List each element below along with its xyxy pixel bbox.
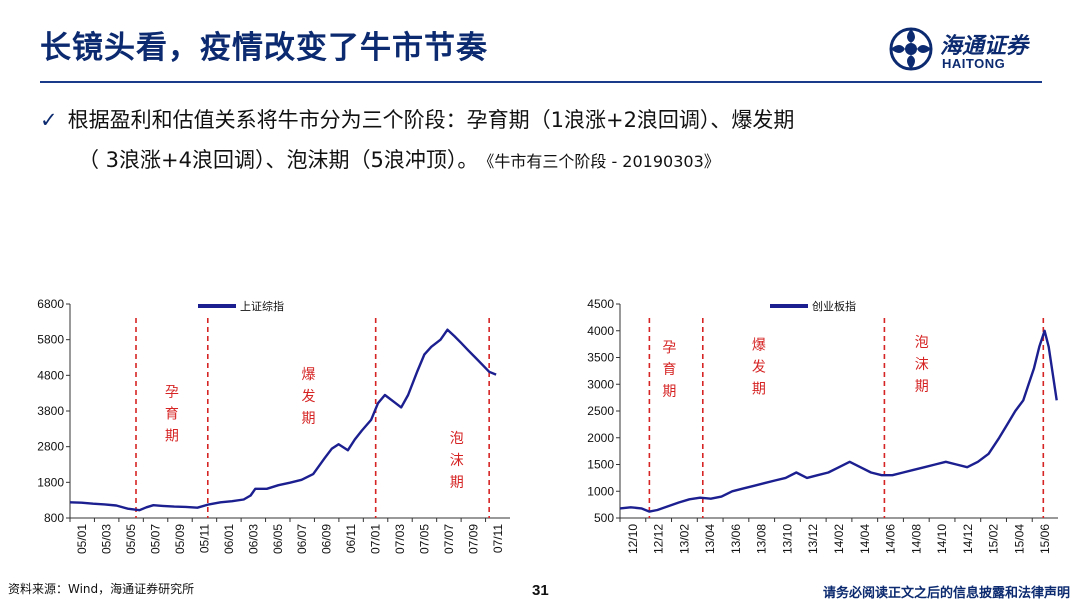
x-tick-label: 06/01 (222, 524, 236, 554)
phase-label: 育 (662, 362, 676, 378)
y-tick-label: 1800 (37, 475, 64, 489)
phase-label: 泡 (915, 335, 929, 351)
x-tick-label: 14/10 (935, 524, 949, 554)
y-tick-label: 2000 (587, 431, 614, 445)
haitong-emblem-icon (889, 27, 933, 71)
x-tick-label: 13/08 (755, 524, 769, 554)
y-tick-label: 3500 (587, 351, 614, 365)
x-tick-label: 06/09 (320, 524, 334, 554)
x-tick-label: 06/03 (246, 524, 260, 554)
x-tick-label: 06/07 (295, 524, 309, 554)
x-tick-label: 15/06 (1038, 524, 1052, 554)
y-tick-label: 800 (44, 511, 64, 525)
phase-label: 期 (662, 384, 676, 400)
page-title: 长镜头看，疫情改变了牛市节奏 (40, 30, 488, 66)
x-tick-label: 13/02 (677, 524, 691, 554)
phase-label: 孕 (165, 385, 179, 401)
legend-label: 创业板指 (812, 299, 856, 313)
x-tick-label: 12/10 (626, 524, 640, 554)
x-tick-label: 12/12 (652, 524, 666, 554)
series-line (619, 329, 1058, 513)
x-tick-label: 14/06 (884, 524, 898, 554)
y-tick-label: 1500 (587, 458, 614, 472)
x-tick-label: 14/02 (832, 524, 846, 554)
y-tick-label: 5800 (37, 333, 64, 347)
x-tick-label: 07/05 (417, 524, 431, 554)
logo-chinese-name: 海通证券 (940, 33, 1029, 59)
page-number: 31 (532, 582, 549, 599)
phase-label: 孕 (662, 340, 676, 356)
chart-shanghai-composite: 6800 5800 4800 3800 2800 1800 800 05/01 05/03 05/… (37, 297, 510, 554)
x-tick-label: 05/07 (149, 524, 163, 554)
bullet-citation: 《牛市有三个阶段 - 20190303》 (486, 152, 720, 171)
x-tick-label: 05/03 (100, 524, 114, 554)
x-tick-label: 14/12 (961, 524, 975, 554)
phase-label: 期 (165, 429, 179, 445)
y-tick-label: 2800 (37, 440, 64, 454)
x-tick-label: 05/09 (173, 524, 187, 554)
y-tick-label: 500 (594, 511, 614, 525)
phase-label: 发 (302, 389, 316, 405)
phase-label: 爆 (752, 337, 766, 353)
y-tick-label: 4500 (587, 297, 614, 311)
x-tick-label: 07/07 (442, 524, 456, 554)
bullet-line-2: （ 3浪涨+4浪回调）、泡沫期（5浪冲顶）。 《牛市有三个阶段 - 2019030… (40, 140, 1050, 182)
phase-label: 爆 (302, 367, 316, 383)
x-tick-label: 05/01 (75, 524, 89, 554)
x-tick-label: 07/03 (393, 524, 407, 554)
phase-label: 发 (752, 359, 766, 375)
y-tick-label: 6800 (37, 297, 64, 311)
phase-label: 期 (915, 379, 929, 395)
y-tick-label: 4800 (37, 368, 64, 382)
bullet-line-1: ✓ 根据盈利和估值关系将牛市分为三个阶段：孕育期（1浪涨+2浪回调）、爆发期 (40, 100, 1050, 140)
x-tick-label: 05/11 (197, 524, 211, 553)
series-line (69, 328, 497, 512)
phase-label: 期 (302, 411, 316, 427)
logo-english-name: HAITONG (942, 56, 1006, 71)
phase-label: 泡 (450, 431, 464, 447)
phase-label: 育 (165, 407, 179, 423)
x-tick-label: 05/05 (124, 524, 138, 554)
bullet-line-2-text: （ 3浪涨+4浪回调）、泡沫期（5浪冲顶）。 (78, 148, 479, 172)
haitong-logo: 海通证券 HAITONG (888, 26, 1048, 74)
x-tick-label: 13/06 (729, 524, 743, 554)
y-tick-label: 3800 (37, 404, 64, 418)
phase-label: 期 (450, 475, 464, 491)
x-tick-label: 14/08 (909, 524, 923, 554)
footer-disclaimer: 请务必阅读正文之后的信息披露和法律声明 (822, 586, 1070, 601)
x-tick-label: 06/05 (271, 524, 285, 554)
y-tick-label: 2500 (587, 404, 614, 418)
x-tick-label: 15/02 (987, 524, 1001, 554)
phase-label: 期 (752, 381, 766, 397)
x-tick-label: 07/11 (491, 524, 505, 553)
x-tick-label: 15/04 (1012, 524, 1026, 554)
legend-label: 上证综指 (240, 299, 284, 313)
title-divider (40, 81, 1042, 83)
x-tick-label: 07/09 (466, 524, 480, 554)
y-tick-label: 4000 (587, 324, 614, 338)
checkmark-icon: ✓ (40, 108, 58, 132)
y-tick-label: 1000 (587, 484, 614, 498)
x-tick-label: 13/10 (780, 524, 794, 554)
footer-source: 资料来源：Wind，海通证券研究所 (8, 582, 195, 596)
bullet-line-1-text: 根据盈利和估值关系将牛市分为三个阶段：孕育期（1浪涨+2浪回调）、爆发期 (67, 108, 795, 132)
x-tick-label: 13/12 (806, 524, 820, 554)
x-tick-label: 07/01 (369, 524, 383, 554)
phase-label: 沫 (915, 357, 929, 373)
chart-chinext-index: 4500 4000 3500 3000 2500 2000 1500 1000 500 12/10… (587, 297, 1058, 554)
bullet-text: ✓ 根据盈利和估值关系将牛市分为三个阶段：孕育期（1浪涨+2浪回调）、爆发期 （ … (40, 100, 1050, 182)
y-tick-label: 3000 (587, 377, 614, 391)
x-tick-label: 06/11 (344, 524, 358, 553)
x-tick-label: 14/04 (858, 524, 872, 554)
x-tick-label: 13/04 (703, 524, 717, 554)
phase-label: 沫 (450, 453, 464, 469)
